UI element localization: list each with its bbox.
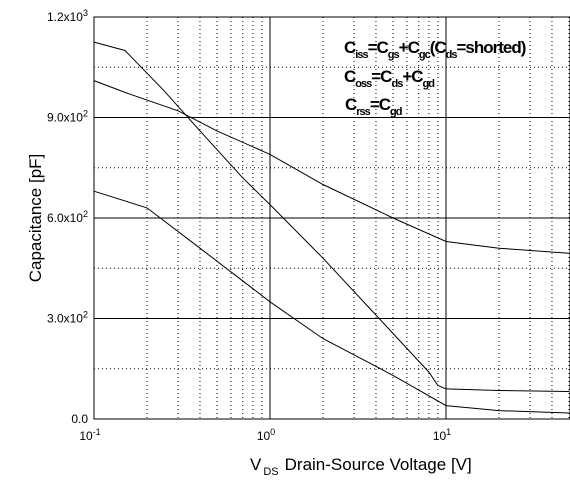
x-tick-label: 101 [433,427,451,443]
x-axis-label-sub: DS [263,466,278,478]
y-tick-label: 0.0 [71,412,88,426]
x-tick-label: 100 [257,427,275,443]
y-axis-label: Capacitance [pF] [26,154,45,283]
series-coss-line [93,41,570,392]
x-axis-label-main: V [250,455,262,474]
x-axis-label: V DS Drain-Source Voltage [V] [250,455,472,478]
plot-frame [93,16,570,420]
legend-entry: Crss=Cgd [345,95,402,118]
curves [93,41,570,414]
y-tick-label: 9.0x102 [47,109,88,125]
y-tick-label: 1.2x103 [47,8,88,24]
y-tick-label: 3.0x102 [47,310,88,326]
series-crss-line [93,190,570,414]
x-tick-labels: 10-1 100 101 [79,427,451,443]
legend-entry: Coss=Cds+Cgd [344,67,434,90]
legend: Ciss=Cgs+Cgc(Cds=shorted) Coss=Cds+Cgd Crs… [344,38,527,118]
x-axis-label-rest: Drain-Source Voltage [V] [285,455,472,474]
y-tick-labels: 0.0 3.0x102 6.0x102 9.0x102 1.2x103 [47,8,88,426]
x-tick-label: 10-1 [79,427,100,443]
y-tick-label: 6.0x102 [47,209,88,225]
grid [94,17,570,419]
series-ciss-line [93,80,570,254]
legend-entry: Ciss=Cgs+Cgc(Cds=shorted) [344,38,526,61]
